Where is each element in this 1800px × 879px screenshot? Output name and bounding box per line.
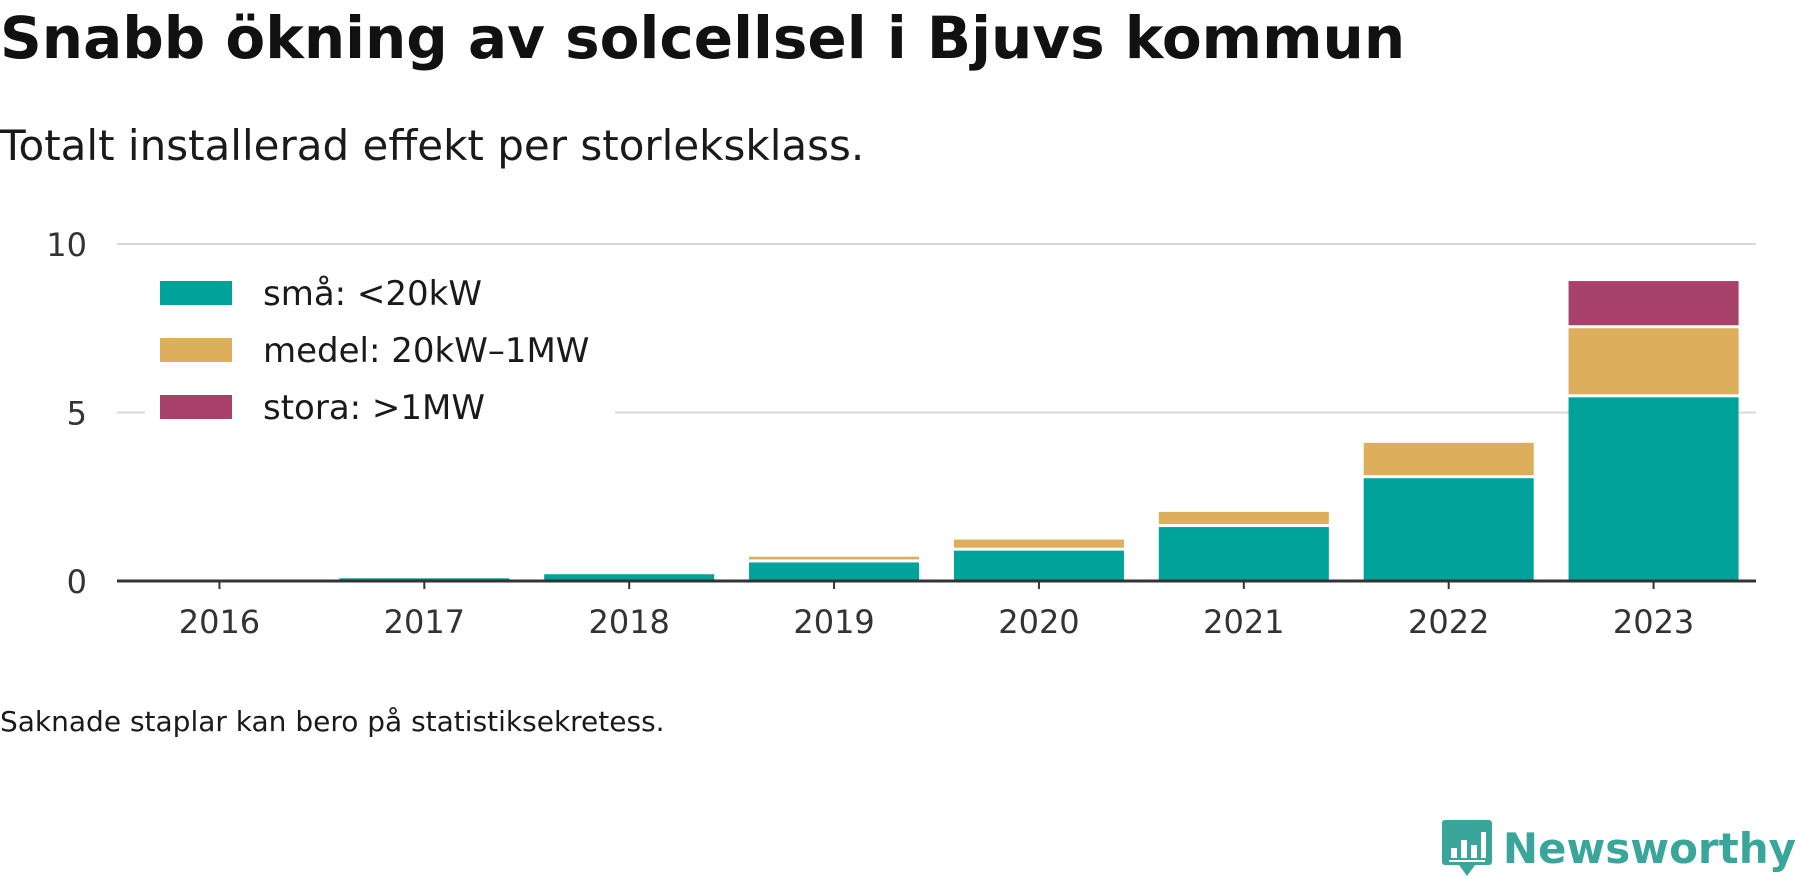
bar-segment-2022-2 bbox=[1363, 442, 1534, 476]
x-tick-label: 2019 bbox=[793, 603, 874, 641]
bar-segment-2022-1 bbox=[1363, 478, 1534, 581]
chart-title: Snabb ökning av solcellsel i Bjuvs kommu… bbox=[0, 4, 1406, 72]
legend: små: <20kW medel: 20kW–1MW stora: >1MW bbox=[145, 266, 615, 428]
y-tick-label: 10 bbox=[46, 226, 87, 264]
x-tick-label: 2018 bbox=[588, 603, 669, 641]
bar-segment-2020-1 bbox=[953, 550, 1124, 581]
legend-swatch bbox=[160, 395, 232, 419]
x-tick-label: 2023 bbox=[1613, 603, 1694, 641]
legend-label: små: <20kW bbox=[263, 274, 482, 314]
chart-subtitle: Totalt installerad effekt per storlekskl… bbox=[0, 121, 865, 170]
x-tick-label: 2020 bbox=[998, 603, 1079, 641]
stacked-bar-chart: 0 5 10 2016 2017 2018 2019 2020 2021 2022 2023 små… bbox=[46, 226, 1756, 641]
x-tick-label: 2016 bbox=[179, 603, 260, 641]
bar-segment-2018-1 bbox=[544, 574, 715, 581]
bar-segment-2021-2 bbox=[1158, 511, 1329, 525]
brand-name: Newsworthy bbox=[1502, 823, 1796, 873]
newsworthy-logo-icon bbox=[1441, 820, 1492, 876]
legend-label: stora: >1MW bbox=[263, 388, 485, 428]
bar-segment-2019-2 bbox=[749, 556, 920, 560]
bar-segment-2023-3 bbox=[1568, 281, 1739, 326]
x-tick-label: 2021 bbox=[1203, 603, 1284, 641]
x-tick-label: 2017 bbox=[384, 603, 465, 641]
bar-segment-2019-1 bbox=[749, 562, 920, 581]
brand-logo: Newsworthy bbox=[1441, 818, 1796, 878]
legend-swatch bbox=[160, 338, 232, 362]
footnote: Saknade staplar kan bero på statistiksek… bbox=[0, 705, 665, 738]
legend-label: medel: 20kW–1MW bbox=[263, 331, 589, 371]
x-tick-label: 2022 bbox=[1408, 603, 1489, 641]
bar-segment-2021-1 bbox=[1158, 527, 1329, 581]
y-tick-label: 5 bbox=[67, 395, 87, 433]
axes: 0 5 10 2016 2017 2018 2019 2020 2021 2022 2023 bbox=[46, 226, 1756, 641]
bars bbox=[134, 281, 1739, 582]
bar-segment-2023-2 bbox=[1568, 328, 1739, 395]
bar-segment-2020-2 bbox=[953, 539, 1124, 548]
y-tick-label: 0 bbox=[67, 563, 87, 601]
legend-swatch bbox=[160, 281, 232, 305]
bar-segment-2023-1 bbox=[1568, 397, 1739, 581]
